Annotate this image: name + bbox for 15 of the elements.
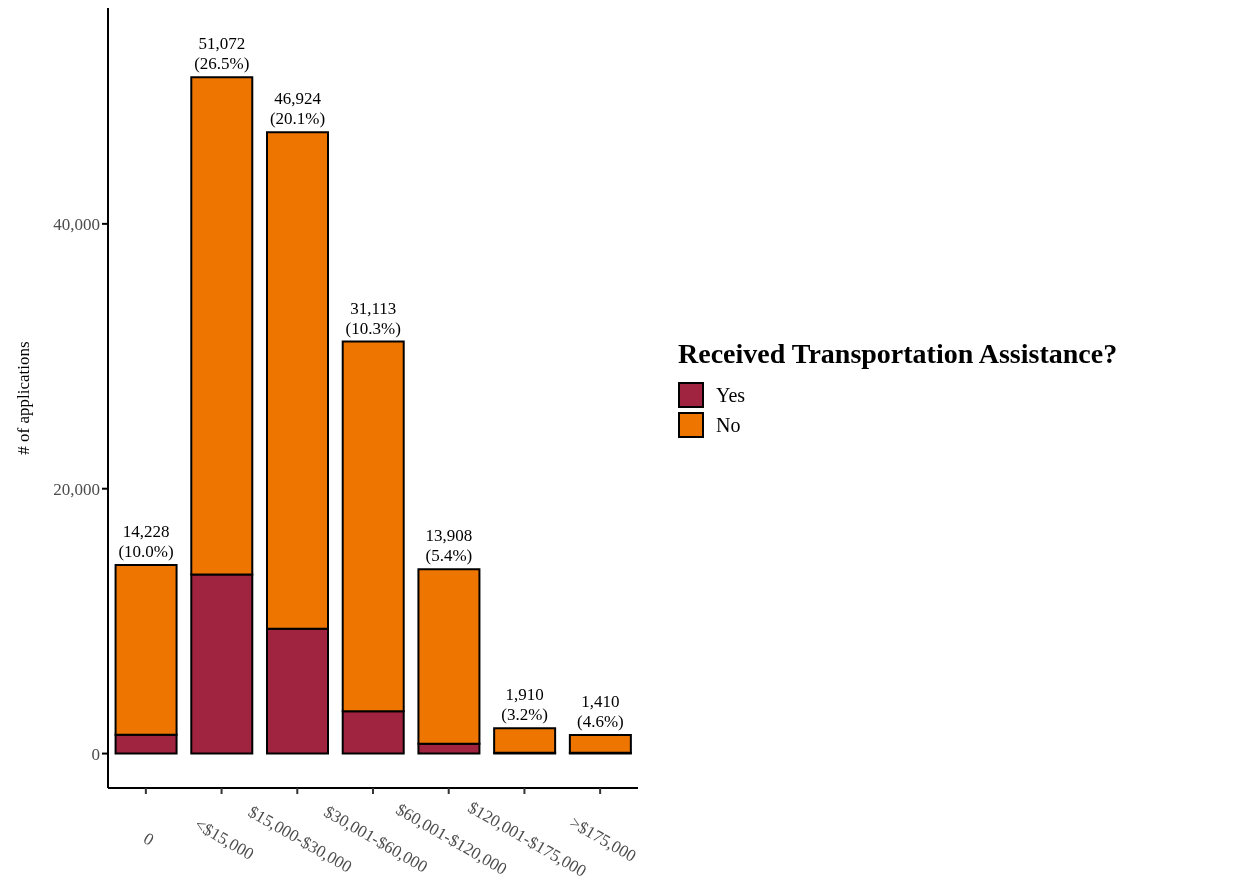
- legend-label: No: [716, 413, 741, 437]
- total-label: 51,072 (26.5%): [194, 34, 250, 74]
- total-label: 46,924 (20.1%): [269, 89, 326, 129]
- y-tick-label: 0: [91, 744, 100, 764]
- y-tick-label: 20,000: [53, 479, 100, 499]
- total-label: 1,910 (3.2%): [501, 685, 549, 725]
- total-label: 1,410 (4.6%): [576, 691, 624, 731]
- x-tick-label: 0: [140, 828, 158, 850]
- total-label: 31,113 (10.3%): [345, 298, 401, 338]
- legend-title: Received Transportation Assistance?: [678, 338, 1118, 370]
- y-tick-label: 40,000: [53, 214, 100, 234]
- y-axis-title: # of applications: [14, 341, 34, 455]
- total-label: 14,228 (10.0%): [118, 522, 174, 562]
- total-label: 13,908 (5.4%): [425, 526, 473, 566]
- legend-label: Yes: [716, 383, 746, 407]
